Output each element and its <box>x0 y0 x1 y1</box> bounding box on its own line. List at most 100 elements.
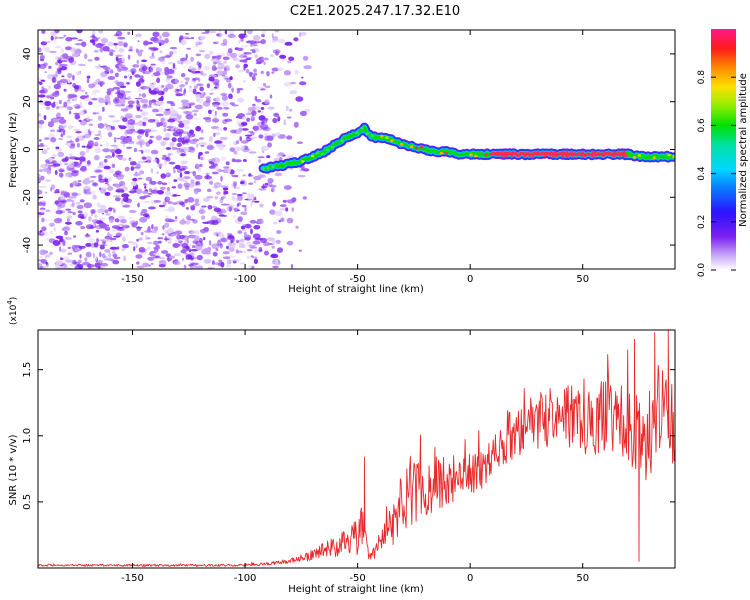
noise-speckle <box>147 256 155 261</box>
noise-speckle <box>86 224 94 230</box>
noise-speckle <box>106 90 112 96</box>
noise-speckle <box>152 136 157 139</box>
noise-speckle <box>85 145 94 149</box>
noise-speckle <box>65 259 74 263</box>
noise-speckle <box>82 178 91 185</box>
noise-speckle <box>246 255 251 259</box>
noise-speckle <box>54 30 60 34</box>
noise-speckle <box>123 42 128 48</box>
noise-speckle <box>217 55 222 57</box>
ridge-blob <box>503 154 508 157</box>
noise-speckle <box>177 115 182 120</box>
noise-speckle <box>301 167 306 171</box>
noise-speckle <box>86 78 90 84</box>
noise-speckle <box>199 207 204 212</box>
noise-speckle <box>182 141 185 145</box>
noise-speckle <box>296 141 303 144</box>
noise-speckle <box>45 255 48 259</box>
noise-speckle <box>124 83 128 86</box>
noise-speckle <box>41 30 46 34</box>
noise-speckle <box>147 206 156 210</box>
noise-speckle <box>136 265 145 269</box>
noise-speckle <box>250 255 254 258</box>
noise-speckle <box>134 65 139 68</box>
noise-speckle <box>195 244 203 251</box>
noise-speckle <box>215 96 220 102</box>
noise-speckle <box>221 203 230 206</box>
noise-speckle <box>133 130 138 133</box>
ridge-blob <box>603 151 607 155</box>
noise-speckle <box>205 98 211 103</box>
noise-speckle <box>273 221 278 225</box>
noise-speckle <box>181 106 186 110</box>
noise-speckle <box>95 112 100 115</box>
noise-speckle <box>286 155 295 158</box>
noise-speckle <box>193 189 199 195</box>
noise-speckle <box>223 166 230 169</box>
noise-speckle <box>195 125 202 132</box>
noise-speckle <box>71 170 80 173</box>
noise-speckle <box>196 61 200 66</box>
noise-speckle <box>122 236 126 242</box>
noise-speckle <box>239 238 245 243</box>
noise-speckle <box>272 117 278 124</box>
ridge-blob <box>469 153 473 157</box>
noise-speckle <box>196 143 199 148</box>
noise-speckle <box>72 212 76 215</box>
noise-speckle <box>79 159 82 165</box>
noise-speckle <box>156 171 159 175</box>
spectrogram-panel: -150 -100 -50 0 50 -40 -20 0 20 40 Height of stra… <box>8 29 676 295</box>
noise-speckle <box>190 231 199 234</box>
noise-speckle <box>45 106 51 110</box>
noise-speckle <box>50 96 55 100</box>
noise-speckle <box>299 81 307 86</box>
noise-speckle <box>194 77 200 81</box>
noise-speckle <box>64 230 68 236</box>
noise-speckle <box>112 98 121 104</box>
noise-speckle <box>136 100 139 105</box>
noise-speckle <box>79 136 85 140</box>
noise-speckle <box>293 37 299 42</box>
noise-speckle <box>68 152 73 157</box>
noise-speckle <box>176 234 182 240</box>
noise-speckle <box>54 264 62 269</box>
noise-speckle <box>102 46 110 52</box>
noise-speckle <box>173 169 176 174</box>
noise-speckle <box>92 223 96 227</box>
noise-speckle <box>283 119 286 125</box>
noise-speckle <box>206 246 212 252</box>
noise-speckle <box>67 125 74 130</box>
noise-speckle <box>130 241 138 246</box>
noise-speckle <box>235 239 240 244</box>
noise-speckle <box>246 30 253 35</box>
noise-speckle <box>58 128 66 133</box>
noise-speckle <box>65 208 72 211</box>
noise-speckle <box>149 82 152 89</box>
noise-speckle <box>99 266 106 269</box>
noise-speckle <box>112 228 117 232</box>
noise-speckle <box>151 73 155 78</box>
colorbar-label: Normalized spectral amplitude <box>738 73 749 227</box>
noise-speckle <box>41 149 48 155</box>
noise-speckle <box>142 262 150 268</box>
noise-speckle <box>118 48 125 53</box>
noise-speckle <box>171 110 178 115</box>
noise-speckle <box>258 188 267 191</box>
noise-speckle <box>238 250 243 253</box>
noise-speckle <box>205 173 209 180</box>
snr-panel: -150 -100 -50 0 50 0.5 1.0 1.5 Height of straig… <box>6 297 676 595</box>
noise-speckle <box>58 172 64 178</box>
noise-speckle <box>227 234 235 241</box>
noise-speckle <box>253 68 257 73</box>
noise-speckle <box>88 101 93 105</box>
noise-speckle <box>251 200 255 203</box>
noise-speckle <box>188 183 195 188</box>
noise-speckle <box>135 244 138 249</box>
noise-speckle <box>114 104 123 107</box>
noise-speckle <box>85 242 92 247</box>
noise-speckle <box>176 89 181 92</box>
noise-speckle <box>295 225 299 229</box>
noise-speckle <box>84 257 88 262</box>
noise-speckle <box>39 255 43 259</box>
noise-speckle <box>56 106 59 110</box>
